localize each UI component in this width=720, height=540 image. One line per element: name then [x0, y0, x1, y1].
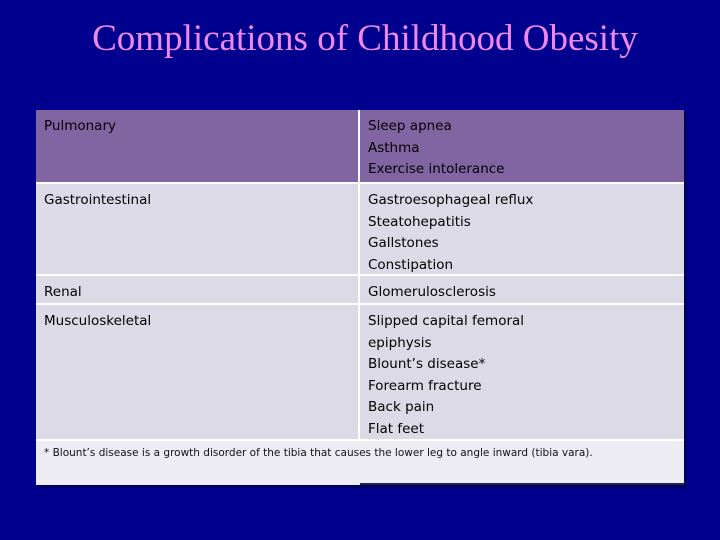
complication-item: Steatohepatitis — [368, 213, 471, 230]
table-row-musculoskeletal: Musculoskeletal Slipped capital femoral … — [36, 305, 684, 439]
table-footnote: * Blount’s disease is a growth disorder … — [36, 441, 684, 485]
complications-table: Pulmonary Sleep apnea Asthma Exercise in… — [36, 110, 684, 485]
row-divider — [36, 303, 684, 305]
complication-item: Back pain — [368, 399, 435, 415]
complications-cell: Slipped capital femoral epiphysis Blount… — [360, 305, 684, 439]
system-cell: Renal — [36, 276, 360, 303]
complication-item: Glomerulosclerosis — [368, 284, 496, 300]
complications-cell: Glomerulosclerosis — [360, 276, 684, 303]
table-row-renal: Renal Glomerulosclerosis — [36, 276, 684, 303]
complication-item: Flat feet — [368, 420, 425, 437]
complication-item: Slipped capital femoral — [368, 313, 525, 329]
complication-item: Gastroesophageal reflux — [368, 192, 534, 208]
complication-item: Exercise intolerance — [368, 161, 505, 177]
footnote-divider — [360, 483, 684, 485]
complications-cell: Gastroesophageal reflux Steatohepatitis … — [360, 184, 684, 274]
slide-title: Complications of Childhood Obesity — [92, 18, 638, 59]
complications-cell: Sleep apnea Asthma Exercise intolerance — [360, 110, 684, 182]
complication-item: Forearm fracture — [368, 377, 482, 394]
system-cell: Pulmonary — [36, 110, 360, 182]
complication-item: Asthma — [368, 139, 420, 156]
complication-item: epiphysis — [368, 334, 432, 351]
row-divider — [36, 439, 684, 441]
complication-item: Constipation — [368, 256, 454, 273]
complication-item: Gallstones — [368, 235, 439, 251]
complication-item: Sleep apnea — [368, 118, 452, 134]
table-row-pulmonary: Pulmonary Sleep apnea Asthma Exercise in… — [36, 110, 684, 182]
row-divider — [36, 274, 684, 276]
complication-item: Blount’s disease* — [368, 356, 486, 372]
row-divider — [36, 182, 684, 184]
system-cell: Gastrointestinal — [36, 184, 360, 274]
table-row-gastrointestinal: Gastrointestinal Gastroesophageal reflux… — [36, 184, 684, 274]
system-cell: Musculoskeletal — [36, 305, 360, 439]
